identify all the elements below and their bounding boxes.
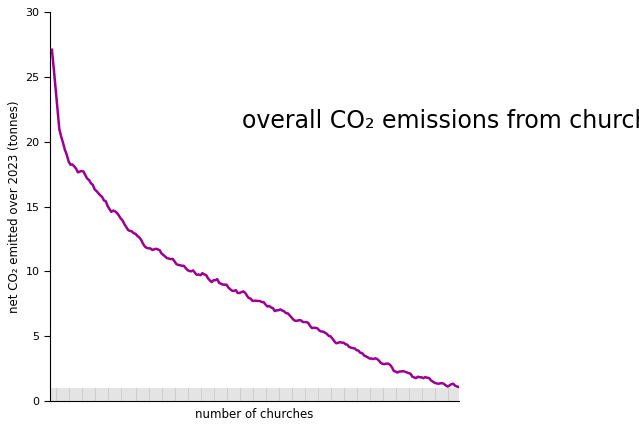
Text: overall CO₂ emissions from churches: overall CO₂ emissions from churches bbox=[242, 109, 639, 133]
X-axis label: number of churches: number of churches bbox=[195, 408, 314, 421]
Y-axis label: net CO₂ emitted over 2023 (tonnes): net CO₂ emitted over 2023 (tonnes) bbox=[8, 100, 21, 313]
